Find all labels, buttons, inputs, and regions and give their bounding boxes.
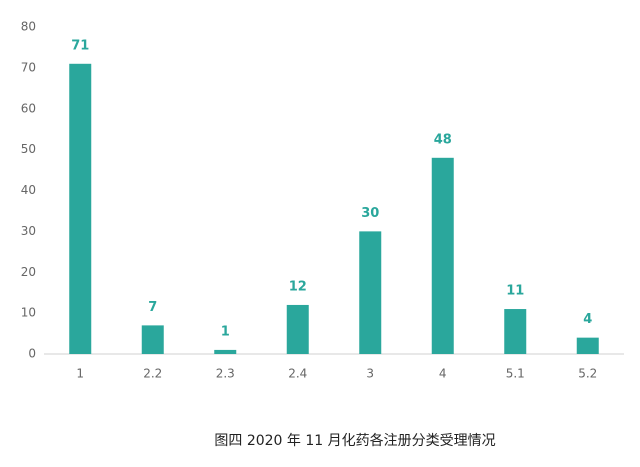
data-label: 1 — [221, 324, 230, 339]
x-tick-label: 4 — [439, 367, 447, 381]
bar — [359, 231, 382, 354]
bar — [576, 337, 599, 354]
y-tick-label: 80 — [21, 20, 36, 34]
bar — [286, 304, 309, 354]
bar — [431, 157, 454, 354]
x-tick-label: 2.4 — [288, 367, 307, 381]
y-tick-label: 40 — [21, 183, 36, 197]
x-tick-label: 2.2 — [143, 367, 162, 381]
x-tick-label: 5.2 — [578, 367, 597, 381]
y-tick-label: 10 — [21, 306, 36, 320]
bar — [504, 309, 527, 354]
y-tick-label: 20 — [21, 265, 36, 279]
data-label: 48 — [434, 132, 452, 147]
data-label: 11 — [506, 284, 524, 299]
y-tick-label: 70 — [21, 60, 36, 74]
y-tick-label: 50 — [21, 142, 36, 156]
bar — [69, 63, 92, 354]
data-label: 7 — [148, 300, 157, 315]
x-tick-label: 2.3 — [216, 367, 235, 381]
y-tick-label: 30 — [21, 224, 36, 238]
y-tick-label: 60 — [21, 101, 36, 115]
x-tick-label: 1 — [76, 367, 84, 381]
y-tick-label: 0 — [28, 347, 36, 361]
data-label: 30 — [361, 206, 379, 221]
chart-title: 图四 2020 年 11 月化药各注册分类受理情况 — [214, 433, 495, 449]
data-label: 71 — [71, 38, 89, 53]
bar — [214, 349, 237, 354]
x-tick-label: 5.1 — [506, 367, 525, 381]
data-label: 12 — [289, 279, 307, 294]
data-label: 4 — [583, 312, 592, 327]
x-tick-label: 3 — [366, 367, 374, 381]
bar — [141, 325, 164, 354]
